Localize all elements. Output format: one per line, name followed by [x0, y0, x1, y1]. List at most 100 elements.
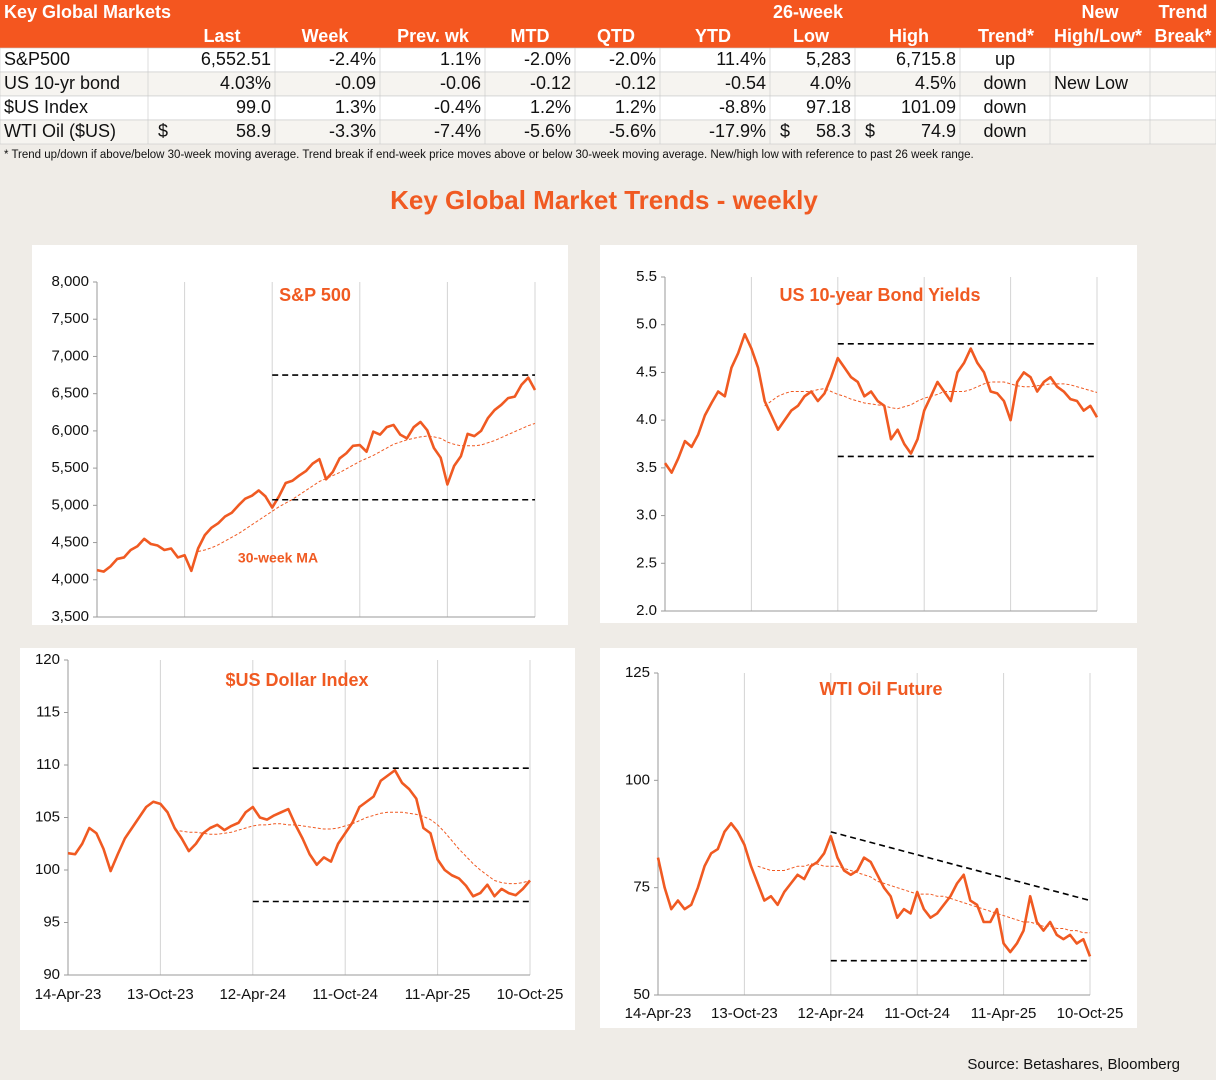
series-line [174, 811, 531, 885]
table-cell: 4.0% [810, 73, 851, 93]
table-row-bg [0, 47, 1216, 73]
y-tick-label: 7,000 [51, 347, 89, 364]
x-tick-label: 14-Apr-23 [35, 986, 102, 1003]
chart-panel [20, 648, 575, 1030]
table-row-name: $US Index [4, 97, 88, 117]
table-title: Key Global Markets [4, 2, 171, 22]
table-row-name: US 10-yr bond [4, 73, 120, 93]
x-tick-label: 11-Apr-25 [405, 986, 471, 1003]
y-tick-label: 4,500 [51, 534, 89, 551]
table-cell: -2.0% [524, 49, 571, 69]
table-cell: -5.6% [609, 121, 656, 141]
table-cell: New Low [1054, 73, 1129, 93]
y-tick-label: 5,500 [51, 459, 89, 476]
y-tick-label: 100 [625, 771, 650, 788]
table-cell: -0.54 [725, 73, 766, 93]
table-group-header: 26-week [773, 2, 844, 22]
table-column-header: Week [302, 26, 350, 46]
x-tick-label: 12-Apr-24 [219, 986, 286, 1003]
table-row-bg [0, 119, 1216, 145]
table-cell: 1.2% [530, 97, 571, 117]
series-label: 30-week MA [238, 550, 318, 566]
x-tick-label: 11-Oct-24 [884, 1005, 950, 1022]
x-tick-label: 13-Oct-23 [127, 986, 194, 1003]
table-cell: 97.18 [806, 97, 851, 117]
table-column-header: High/Low* [1054, 26, 1142, 46]
y-tick-label: 4.5 [636, 363, 657, 380]
x-tick-label: 12-Apr-24 [797, 1005, 864, 1022]
table-cell: down [983, 97, 1026, 117]
series-line [656, 821, 1092, 957]
table-cell: up [995, 49, 1015, 69]
y-tick-label: 115 [36, 703, 60, 720]
table-cell: -17.9% [709, 121, 766, 141]
table-cell: 1.2% [615, 97, 656, 117]
table-column-header: Low [793, 26, 830, 46]
table-cell: 1.1% [440, 49, 481, 69]
table-cell-unit: $ [865, 121, 875, 141]
x-tick-label: 11-Oct-24 [312, 986, 378, 1003]
y-tick-label: 5.5 [636, 268, 657, 285]
y-tick-label: 90 [43, 966, 60, 983]
table-cell: 6,552.51 [201, 49, 271, 69]
y-tick-label: 5.0 [636, 316, 657, 333]
y-tick-label: 8,000 [51, 273, 89, 290]
table-cell: -2.0% [609, 49, 656, 69]
series-line [67, 768, 531, 898]
table-column-header: High [889, 26, 929, 46]
y-tick-label: 110 [36, 756, 60, 773]
y-tick-label: 5,000 [51, 496, 89, 513]
table-cell: 1.3% [335, 97, 376, 117]
y-tick-label: 3.5 [636, 459, 657, 476]
series-line [764, 381, 1098, 410]
x-tick-label: 13-Oct-23 [711, 1005, 778, 1022]
table-cell: -0.06 [440, 73, 481, 93]
table-column-header: Prev. wk [397, 26, 470, 46]
x-tick-label: 14-Apr-23 [625, 1005, 692, 1022]
y-tick-label: 7,500 [51, 310, 89, 327]
table-cell: 4.03% [220, 73, 271, 93]
table-column-header: MTD [511, 26, 550, 46]
x-tick-label: 11-Apr-25 [971, 1005, 1037, 1022]
table-cell: -8.8% [719, 97, 766, 117]
table-row-bg [0, 95, 1216, 121]
y-tick-label: 75 [633, 879, 650, 896]
table-cell: -0.4% [434, 97, 481, 117]
x-tick-label: 10-Oct-25 [497, 986, 564, 1003]
table-cell: -0.09 [335, 73, 376, 93]
y-tick-label: 50 [633, 986, 650, 1003]
table-cell: down [983, 121, 1026, 141]
table-cell-unit: $ [780, 121, 790, 141]
table-row-bg [0, 71, 1216, 97]
table-group-header: Trend [1158, 2, 1207, 22]
chart-panel [600, 648, 1137, 1028]
y-tick-label: 120 [35, 651, 60, 668]
table-cell: 11.4% [716, 49, 766, 69]
table-cell: -0.12 [530, 73, 571, 93]
table-row-name: S&P500 [4, 49, 70, 69]
chart-title: WTI Oil Future [820, 679, 943, 699]
y-tick-label: 125 [625, 664, 650, 681]
y-tick-label: 3,500 [51, 608, 89, 625]
y-tick-label: 6,500 [51, 385, 89, 402]
table-row-name: WTI Oil ($US) [4, 121, 116, 141]
y-tick-label: 4,000 [51, 571, 89, 588]
chart-panel [32, 245, 568, 625]
table-cell: 6,715.8 [896, 49, 956, 69]
table-cell: 101.09 [901, 97, 956, 117]
table-cell: 99.0 [236, 97, 271, 117]
table-cell-unit: $ [158, 121, 168, 141]
y-tick-label: 95 [43, 913, 60, 930]
y-tick-label: 6,000 [51, 422, 89, 439]
series-line [663, 332, 1099, 474]
y-tick-label: 105 [35, 808, 60, 825]
x-tick-label: 10-Oct-25 [1057, 1005, 1124, 1022]
chart-panel [600, 245, 1137, 623]
table-column-header: Last [203, 26, 240, 46]
series-line [96, 376, 537, 573]
heading: Key Global Market Trends - weekly [390, 185, 818, 215]
y-tick-label: 2.0 [636, 602, 657, 619]
table-column-header: Break* [1154, 26, 1211, 46]
table-cell: 4.5% [915, 73, 956, 93]
